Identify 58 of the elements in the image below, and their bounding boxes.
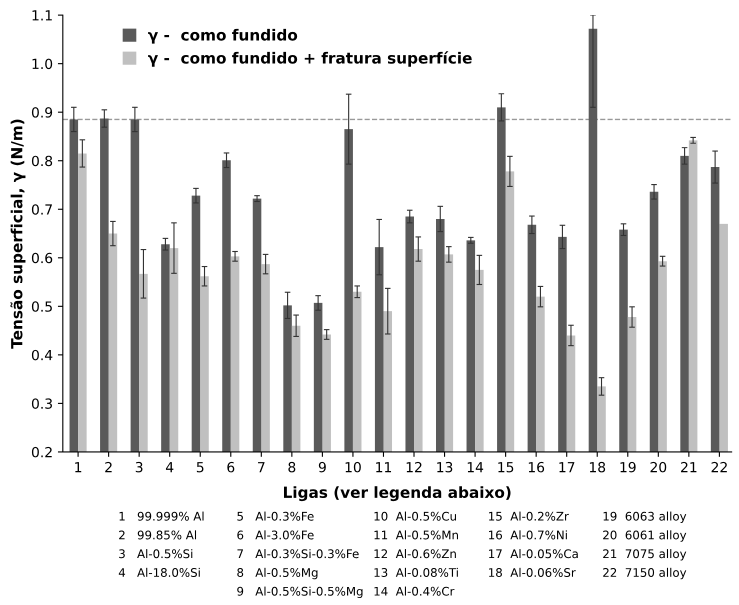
x-tick-label: 4 [166, 462, 174, 472]
x-tick-label: 21 [681, 462, 696, 472]
text: 14 Al-0.4%Cr [374, 586, 454, 596]
y-tick-label: 0.4 [32, 350, 52, 360]
x-tick-label: 16 [528, 462, 544, 472]
text: 15 Al-0.2%Zr [489, 512, 569, 521]
text: 20 6061 alloy [603, 530, 686, 542]
x-tick-label: 12 [406, 462, 422, 472]
x-tick-label: 5 [196, 462, 204, 472]
y-tick-label: 0.9 [32, 107, 52, 118]
x-tick-label: 2 [105, 462, 112, 472]
text: 6 Al-3.0%Fe [237, 530, 314, 540]
text: 1 99.999% Al [120, 512, 204, 521]
x-tick-label: 17 [559, 462, 574, 472]
x-tick-label: 10 [346, 462, 361, 472]
y-tick-label: 0.5 [32, 301, 52, 312]
x-tick-label: 8 [288, 462, 296, 472]
text: 5 Al-0.3%Fe [237, 512, 314, 521]
text: 22 7150 alloy [603, 568, 686, 580]
legend-label: γ - como fundido + fratura superfície [148, 51, 472, 67]
x-axis-title: Ligas (ver legenda abaixo) [284, 486, 511, 502]
x-tick-label: 6 [227, 462, 234, 472]
x-tick-label: 20 [650, 462, 666, 472]
y-tick-label: 1.1 [32, 10, 52, 20]
x-tick-label: 14 [468, 462, 484, 472]
text: 2 99.85% Al [119, 530, 196, 540]
text: 8 Al-0.5%Mg [237, 568, 318, 580]
text: 21 7075 alloy [603, 549, 686, 560]
y-tick-label: 0.7 [32, 204, 52, 215]
legend-label: γ - como fundido [148, 28, 298, 44]
text: 10 Al-0.5%Cu [374, 512, 456, 521]
text: 7 Al-0.3%Si-0.3%Fe [237, 549, 359, 558]
text: 4 Al-18.0%Si [118, 568, 200, 577]
x-tick-label: 13 [437, 462, 452, 472]
y-tick-label: 0.3 [32, 398, 52, 409]
x-tick-label: 11 [376, 462, 392, 472]
y-tick-label: 1.0 [32, 58, 52, 70]
text: 12 Al-0.6%Zn [374, 549, 456, 558]
text: 9 Al-0.5%Si-0.5%Mg [237, 586, 362, 598]
x-tick-label: 1 [75, 462, 82, 472]
x-tick-label: 3 [136, 462, 142, 472]
x-tick-label: 22 [712, 462, 727, 472]
text: 11 Al-0.5%Mn [374, 530, 458, 540]
text: 19 6063 alloy [604, 512, 686, 523]
text: 18 Al-0.06%Sr [489, 568, 576, 577]
x-tick-label: 18 [590, 462, 606, 472]
text: 17 Al-0.05%Ca [489, 549, 578, 558]
text: 3 Al-0.5%Si [119, 549, 192, 558]
x-tick-label: 19 [620, 462, 636, 472]
y-tick-label: 0.8 [32, 156, 52, 166]
x-tick-label: 9 [318, 462, 326, 472]
y-tick-label: 0.2 [32, 446, 52, 458]
text: 13 Al-0.08%Ti [374, 568, 458, 577]
x-tick-label: 15 [498, 462, 514, 472]
x-tick-label: 7 [258, 462, 265, 472]
y-axis-title: Tensão superficial, γ (N/m) [10, 120, 26, 349]
y-tick-label: 0.6 [32, 252, 52, 264]
text: 16 Al-0.7%Ni [489, 530, 567, 540]
